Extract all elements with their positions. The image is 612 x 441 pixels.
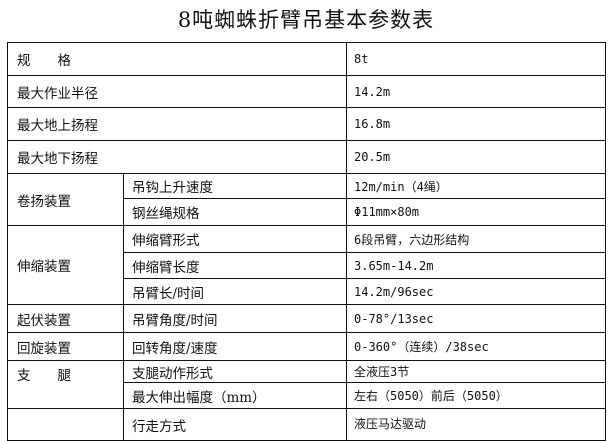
table-row: 卷扬装置 吊钩上升速度 12m/min（4绳）: [7, 173, 606, 226]
item-label: 吊臂长/时间: [123, 278, 347, 305]
table-row: 最大地下扬程 20.5m: [7, 140, 606, 174]
row-value: 8t: [346, 42, 606, 76]
item-value: 12m/min（4绳）: [346, 173, 606, 199]
item-value: 0-78°/13sec: [346, 304, 606, 333]
row-label: 最大地上扬程: [7, 107, 347, 141]
table-row: 回旋装置 回转角度/速度 0-360°（连续）/38sec: [7, 332, 606, 361]
row-label: 最大地下扬程: [7, 140, 347, 174]
page-title: 8吨蜘蛛折臂吊基本参数表: [177, 8, 435, 32]
group-name: 伸缩装置: [7, 225, 124, 305]
table-row: 伸缩装置 伸缩臂形式 6段吊臂，六边形结构: [7, 225, 606, 305]
item-value: 3.65m-14.2m: [346, 252, 606, 279]
row-value: 20.5m: [346, 140, 606, 174]
item-label: 钢丝绳规格: [123, 198, 347, 226]
item-label: 最大伸出幅度（mm）: [123, 382, 347, 409]
table-row: 最大伸出幅度（mm） 左右（5050）前后（5050）: [8, 382, 606, 409]
table-row: 钢丝绳规格 Φ11mm×80m: [8, 198, 606, 226]
item-value: 6段吊臂，六边形结构: [346, 225, 606, 253]
item-label: 吊臂角度/时间: [123, 304, 347, 333]
item-value: 0-360°（连续）/38sec: [346, 332, 606, 361]
item-value: 14.2m/96sec: [346, 278, 606, 305]
group-name: 回旋装置: [7, 332, 124, 361]
item-value: 液压马达驱动: [346, 408, 606, 441]
table-row: 行走方式 液压马达驱动: [7, 408, 606, 441]
table-row: 最大作业半径 14.2m: [7, 75, 606, 108]
table-row: 吊臂长/时间 14.2m/96sec: [8, 278, 606, 305]
item-value: 左右（5050）前后（5050）: [346, 382, 606, 409]
item-label: 支腿动作形式: [123, 360, 347, 383]
table-row: 支 腿 支腿动作形式 全液压3节: [7, 360, 606, 409]
group-name: 卷扬装置: [7, 173, 124, 226]
row-value: 14.2m: [346, 75, 606, 108]
item-label: 吊钩上升速度: [123, 173, 347, 199]
group-name: 起伏装置: [7, 304, 124, 333]
table-row: 伸缩臂长度 3.65m-14.2m: [8, 252, 606, 279]
item-label: 伸缩臂形式: [123, 225, 347, 253]
group-name: [7, 408, 124, 441]
item-label: 行走方式: [123, 408, 347, 441]
table-row: 起伏装置 吊臂角度/时间 0-78°/13sec: [7, 304, 606, 333]
row-value: 16.8m: [346, 107, 606, 141]
row-label: 最大作业半径: [7, 75, 347, 108]
item-value: 全液压3节: [346, 360, 606, 383]
parameter-table: 规 格 8t 最大作业半径 14.2m 最大地上扬程 16.8m 最大地下扬程 …: [7, 42, 606, 441]
item-value: Φ11mm×80m: [346, 198, 606, 226]
row-label: 规 格: [7, 42, 347, 76]
table-row: 最大地上扬程 16.8m: [7, 107, 606, 141]
item-label: 回转角度/速度: [123, 332, 347, 361]
table-row: 规 格 8t: [7, 42, 606, 76]
group-name: 支 腿: [7, 360, 124, 409]
item-label: 伸缩臂长度: [123, 252, 347, 279]
